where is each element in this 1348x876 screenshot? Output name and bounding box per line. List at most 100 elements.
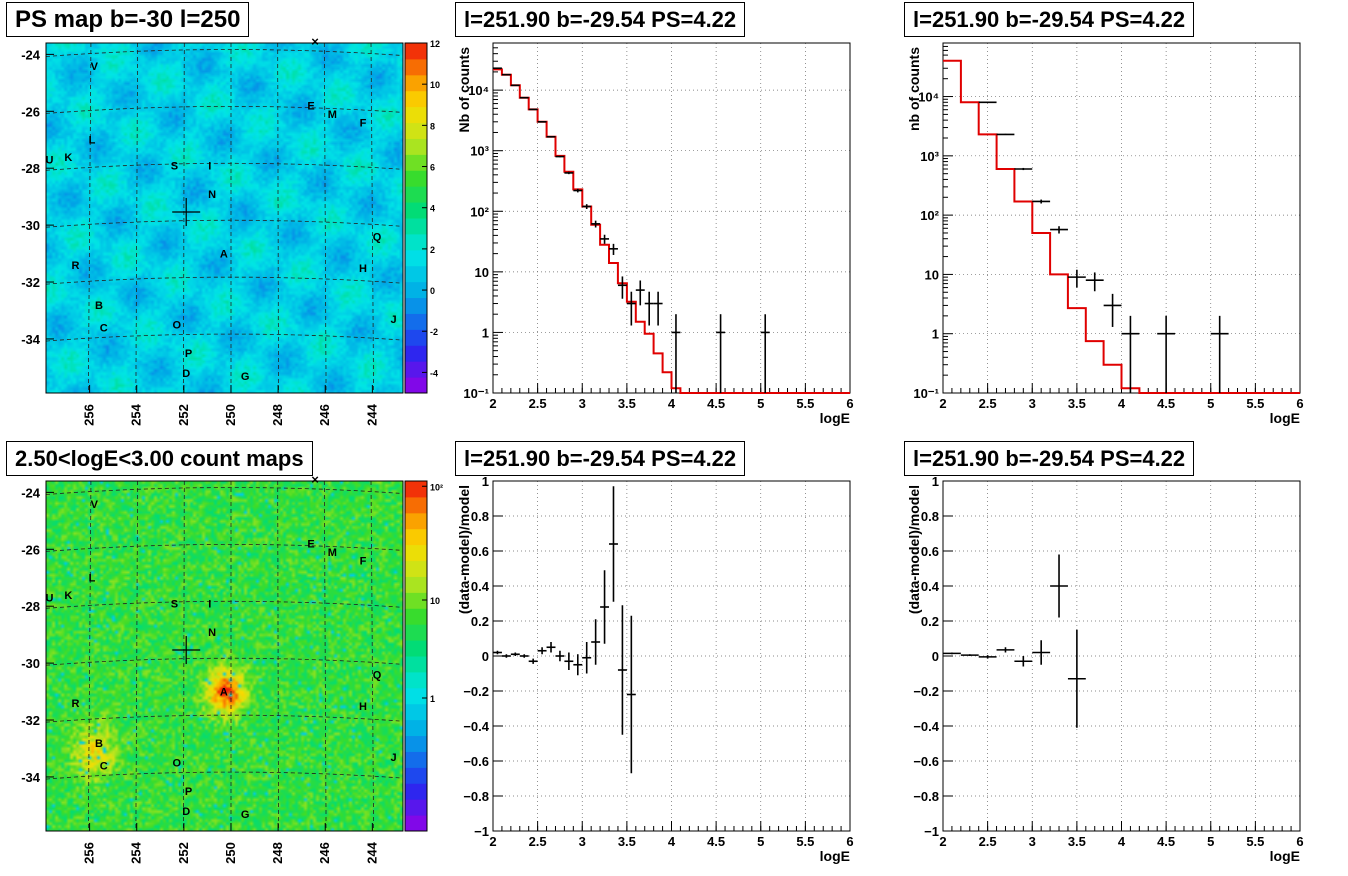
grid-line-latitude bbox=[45, 487, 400, 495]
x-tick-label: 2.5 bbox=[529, 834, 547, 849]
count-map-title: 2.50<logE<3.00 count maps bbox=[6, 441, 313, 476]
grid-line-longitude bbox=[135, 481, 138, 830]
color-bar-segment bbox=[405, 481, 427, 498]
grid-line-longitude bbox=[88, 43, 92, 392]
color-bar-label: 8 bbox=[430, 121, 435, 131]
map-frame bbox=[45, 480, 404, 832]
x-tick-label: 4.5 bbox=[707, 396, 725, 411]
y-tick-label: 10 bbox=[925, 267, 939, 282]
x-tick-label: 244 bbox=[364, 403, 379, 425]
x-tick-label: 246 bbox=[317, 404, 332, 426]
x-tick-label: 246 bbox=[317, 842, 332, 864]
x-tick-label: 5 bbox=[1207, 396, 1214, 411]
data-point bbox=[996, 647, 1015, 653]
data-point bbox=[653, 291, 663, 326]
y-tick-label: -28 bbox=[21, 161, 40, 176]
color-bar-segment bbox=[405, 656, 427, 673]
data-point bbox=[1157, 315, 1176, 393]
x-tick-label: 2.5 bbox=[979, 834, 997, 849]
y-tick-label: 0.2 bbox=[921, 614, 939, 629]
x-tick-label: 2 bbox=[489, 834, 496, 849]
grid-line-longitude bbox=[183, 43, 185, 392]
y-tick-label: -34 bbox=[21, 332, 41, 347]
heatmap-image bbox=[46, 43, 403, 393]
y-tick-label: −0.8 bbox=[463, 789, 489, 804]
data-point bbox=[617, 605, 627, 735]
color-bar-segment bbox=[405, 528, 427, 546]
data-point bbox=[1050, 554, 1068, 618]
color-bar-segment bbox=[405, 361, 427, 378]
data-point bbox=[573, 654, 583, 676]
x-tick-label: 4 bbox=[1118, 396, 1126, 411]
color-bar-segment bbox=[405, 640, 427, 657]
grid-line-latitude bbox=[45, 276, 400, 285]
ps-map-title: PS map b=-30 l=250 bbox=[6, 2, 250, 37]
data-point bbox=[978, 101, 997, 104]
x-tick-label: 2.5 bbox=[529, 396, 547, 411]
color-bar-segment bbox=[405, 608, 427, 625]
color-bar-segment bbox=[405, 170, 427, 187]
data-point bbox=[555, 155, 565, 158]
x-tick-label: 5 bbox=[757, 834, 764, 849]
x-tick-label: 5 bbox=[1207, 834, 1214, 849]
source-label-K: K bbox=[64, 152, 72, 164]
ps-map-panel: 256 254 252 250 248 246 244-24-26-28-30-32-34V… bbox=[21, 34, 440, 426]
y-tick-label: −1 bbox=[474, 824, 489, 839]
y-tick-label: -24 bbox=[21, 485, 41, 500]
data-point bbox=[591, 220, 601, 228]
data-point bbox=[493, 650, 502, 655]
color-bar-segment bbox=[405, 297, 427, 314]
y-tick-label: 0.8 bbox=[921, 509, 939, 524]
color-bar-segment bbox=[405, 138, 427, 155]
data-point bbox=[1032, 199, 1051, 204]
color-bar-label: 4 bbox=[430, 204, 435, 214]
color-bar-label: 10 bbox=[430, 596, 440, 606]
color-bar-segment bbox=[405, 671, 427, 689]
y-tick-label: 0.4 bbox=[921, 579, 940, 594]
color-bar-segment bbox=[405, 799, 427, 816]
color-bar-label: -4 bbox=[430, 368, 438, 378]
x-tick-label: 4 bbox=[668, 396, 676, 411]
data-point bbox=[537, 121, 547, 123]
data-point bbox=[1067, 269, 1086, 288]
color-bar-segment bbox=[405, 576, 427, 593]
x-tick-label: 3 bbox=[1029, 834, 1036, 849]
data-point bbox=[626, 615, 636, 774]
chart-grid bbox=[942, 43, 1301, 394]
source-label-Q: Q bbox=[373, 669, 382, 681]
data-point bbox=[501, 73, 511, 76]
data-point bbox=[609, 243, 618, 255]
grid-line-latitude bbox=[45, 600, 400, 609]
source-label-A: A bbox=[220, 687, 228, 699]
data-point bbox=[1103, 293, 1122, 327]
source-label-S: S bbox=[171, 160, 178, 172]
x-tick-label: 3 bbox=[1029, 396, 1036, 411]
y-tick-label: 10² bbox=[920, 208, 939, 223]
y-tick-label: -28 bbox=[21, 599, 40, 614]
data-point bbox=[644, 291, 654, 326]
y-tick-label: −0.6 bbox=[463, 754, 489, 769]
residual-left-panel: 2 2.5 3 3.5 4 4.5 5 5.5 6 −1 −0.8 −0.6 −0.4 −0.2 0 0.2 0… bbox=[456, 474, 854, 864]
y-tick-label: 0 bbox=[932, 649, 939, 664]
source-label-B: B bbox=[95, 738, 103, 750]
data-point bbox=[546, 135, 556, 138]
source-label-O: O bbox=[173, 320, 182, 332]
y-tick-label: −1 bbox=[924, 824, 939, 839]
y-tick-label: -26 bbox=[21, 542, 40, 557]
color-bar-label: 12 bbox=[430, 39, 440, 49]
color-bar-segment bbox=[405, 329, 427, 346]
color-bar-segment bbox=[405, 186, 427, 203]
x-tick-label: 4.5 bbox=[1157, 396, 1175, 411]
color-bar-segment bbox=[405, 43, 427, 60]
y-axis-label: (data-model)/model bbox=[906, 485, 922, 614]
x-tick-label: 2.5 bbox=[979, 396, 997, 411]
x-tick-label: 256 bbox=[82, 404, 97, 426]
x-tick-label: 6 bbox=[1296, 834, 1303, 849]
count-map-panel: 256 254 252 250 248 246 244 -24 -26 -28 -30 -32 -34 V… bbox=[21, 472, 443, 864]
grid-line-latitude bbox=[45, 771, 400, 780]
color-bar-label: -2 bbox=[430, 327, 438, 337]
color-bar-segment bbox=[405, 751, 427, 768]
y-tick-label: −0.6 bbox=[913, 754, 939, 769]
color-bar-segment bbox=[405, 512, 427, 530]
x-tick-label: 256 bbox=[82, 842, 97, 864]
